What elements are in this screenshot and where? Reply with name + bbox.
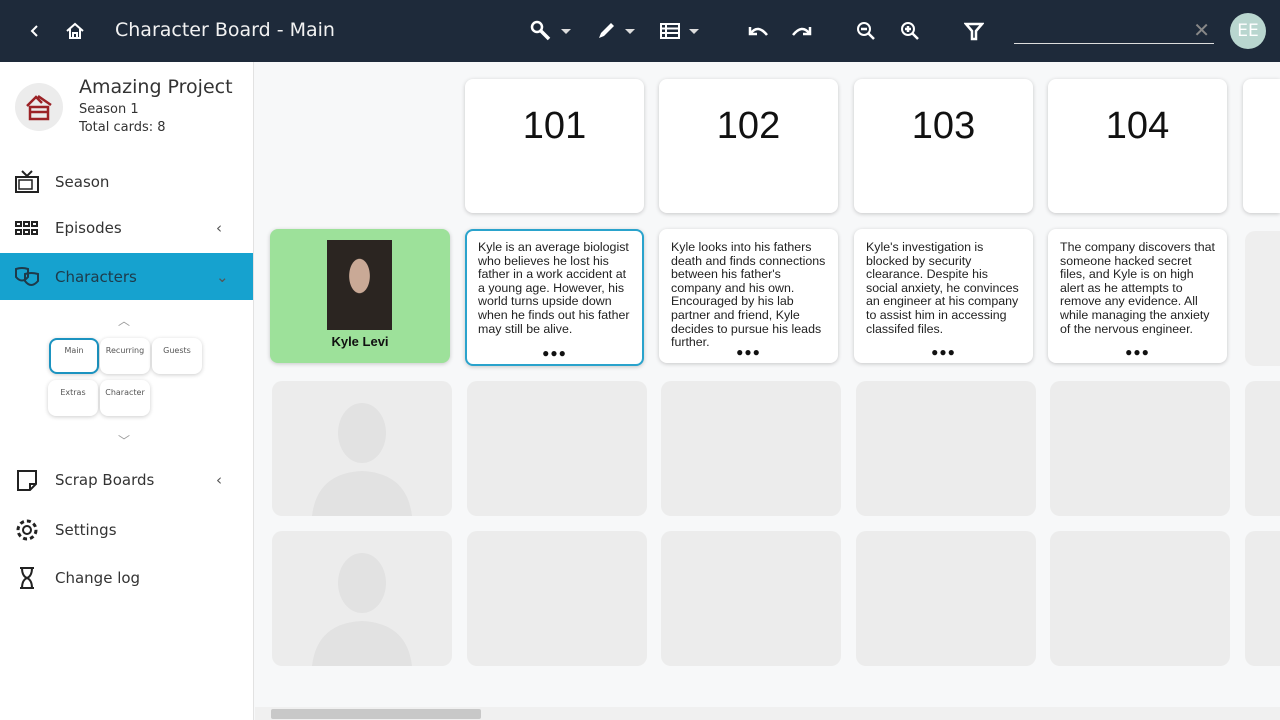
character-photo — [327, 240, 392, 330]
empty-card[interactable] — [1050, 531, 1230, 666]
search-input[interactable] — [1014, 18, 1189, 42]
sidebar-item-change-log[interactable]: Change log — [0, 554, 253, 601]
sidebar-item-label: Characters — [55, 267, 137, 286]
empty-card[interactable] — [661, 531, 841, 666]
sidebar-item-settings[interactable]: Settings — [0, 506, 253, 553]
empty-character-slot[interactable] — [272, 381, 452, 516]
zoom-out-icon[interactable] — [854, 19, 878, 43]
undo-icon[interactable] — [746, 19, 770, 43]
page-title: Character Board - Main — [115, 19, 335, 41]
caret-down-icon[interactable] — [561, 29, 571, 34]
sidebar-item-label: Scrap Boards — [55, 470, 155, 489]
sidebar-item-episodes[interactable]: Episodes ‹ — [0, 204, 253, 251]
group-tab-recurring[interactable]: Recurring — [100, 338, 150, 374]
summary-card[interactable]: The company discovers that someone hacke… — [1048, 229, 1227, 363]
empty-card[interactable] — [1245, 531, 1280, 666]
group-tab-main[interactable]: Main — [49, 338, 99, 374]
pencil-icon[interactable] — [594, 19, 618, 43]
sidebar-item-label: Episodes — [55, 218, 122, 237]
empty-card[interactable] — [856, 531, 1036, 666]
filter-icon[interactable] — [962, 19, 986, 43]
episode-card-101[interactable]: 101 — [465, 79, 644, 213]
project-logo — [15, 83, 63, 131]
chevron-left-icon[interactable]: ‹ — [216, 218, 222, 237]
season-label: Season 1 — [79, 102, 139, 117]
wrench-icon[interactable] — [529, 19, 553, 43]
top-bar: Character Board - Main ✕ EE — [0, 0, 1280, 62]
caret-down-icon[interactable] — [689, 29, 699, 34]
sidebar-item-season[interactable]: Season — [0, 158, 253, 205]
episode-card-104[interactable]: 104 — [1048, 79, 1227, 213]
group-tab-extras[interactable]: Extras — [48, 380, 98, 416]
caret-down-icon[interactable] — [625, 29, 635, 34]
project-name: Amazing Project — [79, 76, 233, 98]
sidebar-item-label: Season — [55, 172, 110, 191]
scroll-down-icon[interactable]: ﹀ — [118, 434, 131, 448]
more-options-icon[interactable]: ●●● — [736, 345, 761, 360]
summary-card[interactable]: Kyle looks into his fathers death and fi… — [659, 229, 838, 363]
more-options-icon[interactable]: ●●● — [931, 345, 956, 360]
zoom-in-icon[interactable] — [898, 19, 922, 43]
character-name: Kyle Levi — [331, 334, 389, 349]
note-icon — [17, 469, 37, 491]
more-options-icon[interactable]: ●●● — [542, 346, 567, 361]
empty-card[interactable] — [467, 531, 647, 666]
episode-card-partial[interactable] — [1243, 79, 1280, 213]
sidebar: Amazing Project Season 1 Total cards: 8 … — [0, 62, 254, 720]
sidebar-item-characters[interactable]: Characters ⌄ — [0, 253, 253, 300]
more-options-icon[interactable]: ●●● — [1125, 345, 1150, 360]
episode-card-102[interactable]: 102 — [659, 79, 838, 213]
grid-icon — [15, 220, 38, 235]
summary-card[interactable]: Kyle's investigation is blocked by secur… — [854, 229, 1033, 363]
home-icon[interactable] — [63, 19, 87, 43]
empty-card[interactable] — [1050, 381, 1230, 516]
person-placeholder-icon — [312, 553, 412, 666]
group-tab-character[interactable]: Character — [100, 380, 150, 416]
group-tab-guests[interactable]: Guests — [152, 338, 202, 374]
summary-text: Kyle is an average biologist who believe… — [478, 240, 630, 336]
empty-card[interactable] — [661, 381, 841, 516]
total-cards: Total cards: 8 — [79, 120, 166, 135]
user-avatar[interactable]: EE — [1230, 13, 1266, 49]
summary-text: Kyle's investigation is blocked by secur… — [866, 240, 1019, 336]
horizontal-scrollbar[interactable] — [255, 707, 1280, 720]
gear-icon — [16, 519, 38, 540]
character-card[interactable]: Kyle Levi — [270, 229, 450, 363]
empty-character-slot[interactable] — [272, 531, 452, 666]
scroll-up-icon[interactable]: ︿ — [118, 314, 131, 328]
sidebar-item-label: Change log — [55, 568, 141, 587]
tv-icon — [15, 169, 39, 193]
empty-card[interactable] — [1245, 381, 1280, 516]
chevron-down-icon[interactable]: ⌄ — [216, 267, 229, 286]
clear-search-icon[interactable]: ✕ — [1193, 18, 1210, 42]
list-icon[interactable] — [658, 19, 682, 43]
chevron-left-icon[interactable]: ‹ — [216, 470, 222, 489]
redo-icon[interactable] — [790, 19, 814, 43]
masks-icon — [15, 266, 39, 286]
sidebar-item-scrap-boards[interactable]: Scrap Boards ‹ — [0, 456, 253, 503]
person-placeholder-icon — [312, 403, 412, 516]
summary-text: Kyle looks into his fathers death and fi… — [671, 240, 826, 350]
empty-card[interactable] — [467, 381, 647, 516]
episode-card-103[interactable]: 103 — [854, 79, 1033, 213]
empty-card[interactable] — [856, 381, 1036, 516]
back-icon[interactable] — [23, 19, 47, 43]
scrollbar-thumb[interactable] — [271, 709, 481, 719]
summary-card[interactable]: Kyle is an average biologist who believe… — [465, 229, 644, 366]
search-field[interactable]: ✕ — [1014, 18, 1214, 44]
hourglass-icon — [20, 566, 34, 589]
empty-card[interactable] — [1245, 231, 1280, 366]
sidebar-item-label: Settings — [55, 520, 117, 539]
summary-text: The company discovers that someone hacke… — [1060, 240, 1215, 336]
